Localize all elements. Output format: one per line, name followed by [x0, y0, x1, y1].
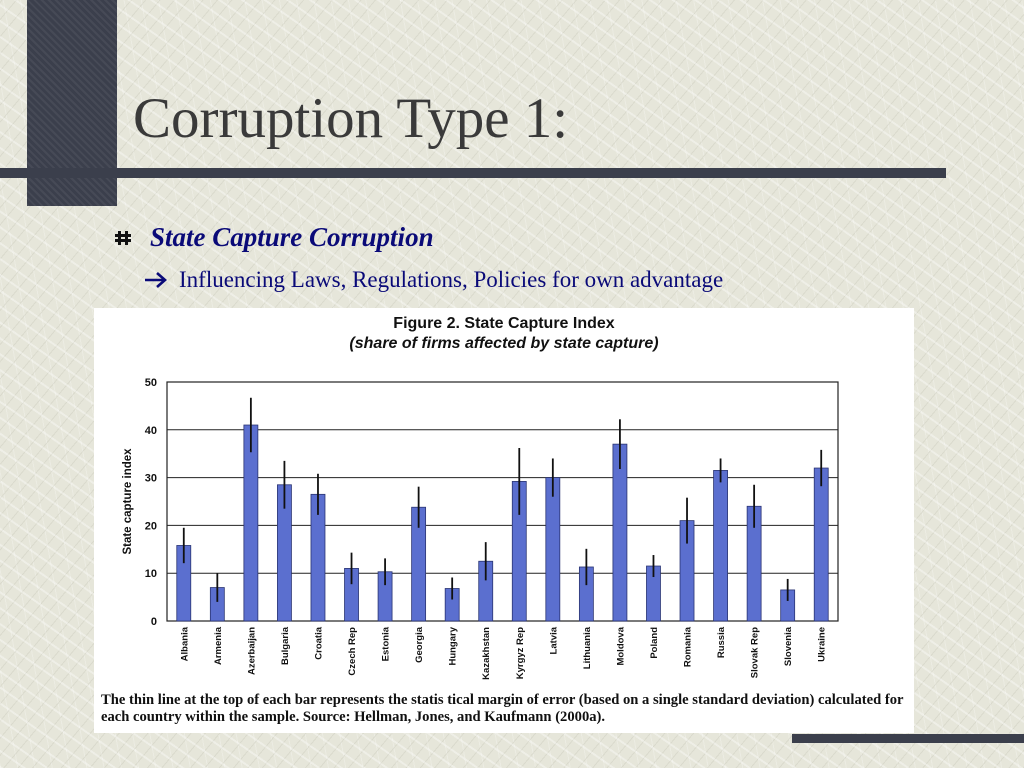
- x-tick-label: Albania: [179, 626, 190, 661]
- x-tick-label: Kyrgyz Rep: [515, 627, 526, 679]
- y-tick-label: 30: [145, 473, 157, 485]
- slide-title: Corruption Type 1:: [133, 87, 569, 150]
- bullet-item: State Capture Corruption: [114, 222, 434, 253]
- plot-frame: [166, 381, 839, 622]
- x-tick-label: Croatia: [313, 626, 324, 659]
- bar: [612, 443, 628, 622]
- figure-title: Figure 2. State Capture Index: [393, 315, 615, 332]
- figure-subtitle: (share of firms affected by state captur…: [349, 335, 659, 352]
- figure-panel: Figure 2. State Capture Index (share of …: [94, 308, 914, 733]
- x-tick-label: Hungary: [448, 626, 459, 665]
- x-tick-label: Georgia: [414, 626, 425, 663]
- x-tick-label: Bulgaria: [280, 626, 291, 665]
- bar: [813, 467, 829, 622]
- bottom-rule: [792, 734, 1024, 743]
- x-tick-label: Slovenia: [783, 626, 794, 666]
- x-tick-label: Czech Rep: [347, 627, 358, 676]
- sub-bullet-text: Influencing Laws, Regulations, Policies …: [179, 267, 724, 292]
- y-axis-label: State capture index: [122, 448, 134, 555]
- x-tick-label: Ukraine: [817, 627, 828, 662]
- x-tick-label: Estonia: [381, 626, 392, 661]
- state-capture-chart: 0 10 20 30 40 50 State capture index Albania Arm…: [122, 377, 839, 680]
- bar: [713, 470, 728, 622]
- y-tick-label: 20: [145, 520, 157, 532]
- x-tick-label: Azerbaijan: [246, 627, 257, 675]
- x-tick-label: Kazakhstan: [481, 627, 492, 680]
- x-tick-label: Russia: [716, 626, 727, 658]
- x-tick-label: Armenia: [213, 626, 224, 665]
- y-tick-label: 10: [145, 568, 157, 580]
- bullet-text: State Capture Corruption: [150, 222, 434, 252]
- sub-bullet-item: Influencing Laws, Regulations, Policies …: [143, 267, 723, 293]
- bar: [545, 477, 561, 622]
- bar: [243, 424, 259, 622]
- x-tick-label: Poland: [649, 627, 660, 659]
- y-tick-label: 40: [145, 425, 157, 437]
- x-tick-label: Slovak Rep: [750, 627, 761, 678]
- title-rule: [0, 168, 946, 178]
- y-tick-label: 0: [151, 616, 157, 628]
- x-tick-label: Lithuania: [582, 626, 593, 669]
- x-tick-label: Moldova: [615, 626, 626, 665]
- figure-caption: The thin line at the top of each bar rep…: [101, 692, 904, 725]
- hash-bullet-icon: [115, 230, 131, 245]
- y-tick-label: 50: [145, 377, 157, 389]
- x-tick-label: Romania: [683, 626, 694, 667]
- right-arrow-icon: [145, 272, 167, 288]
- x-tick-label: Latvia: [548, 626, 559, 654]
